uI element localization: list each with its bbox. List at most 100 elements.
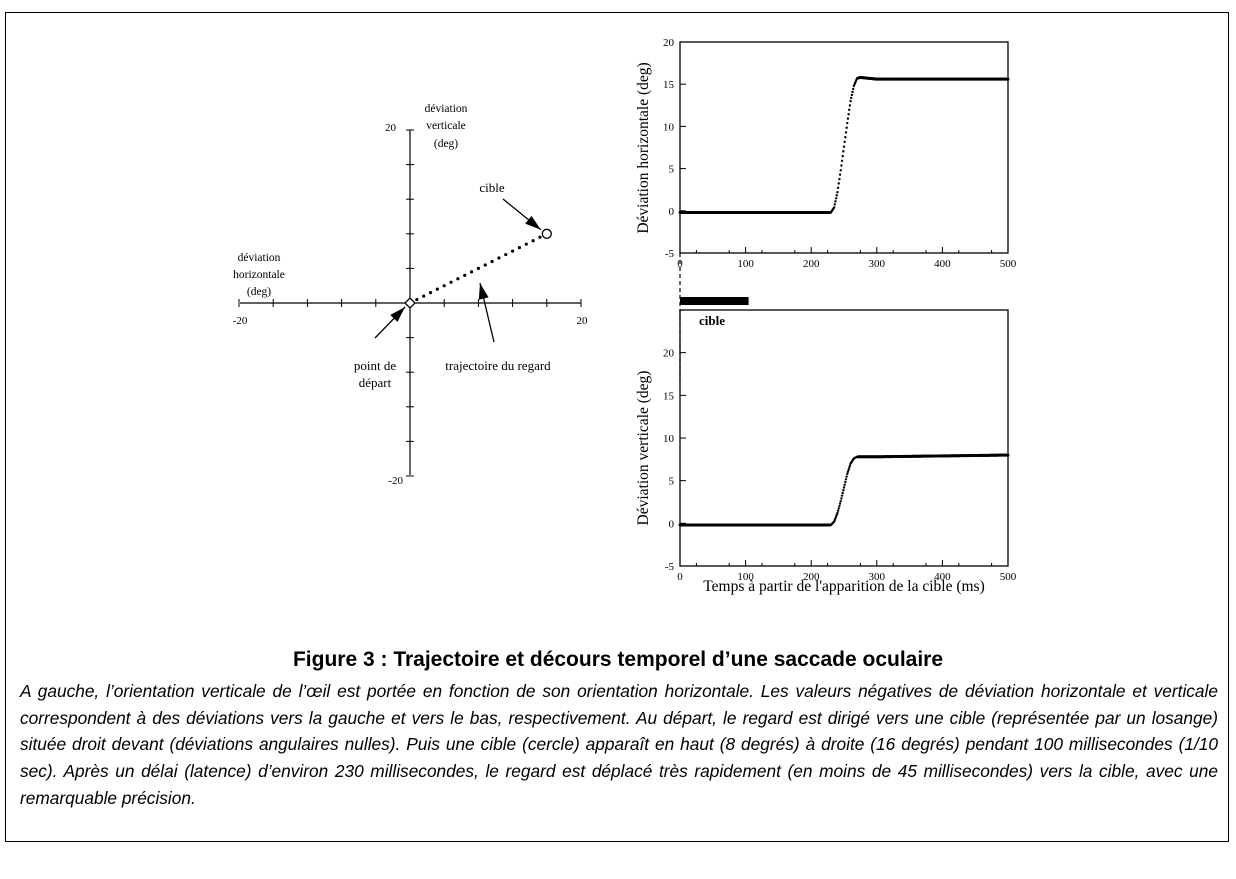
traj-ticks bbox=[238, 129, 582, 477]
time-sample bbox=[849, 99, 852, 103]
time-sample bbox=[1006, 453, 1010, 457]
x-tick-label: 400 bbox=[934, 571, 951, 583]
traj-point bbox=[531, 239, 535, 243]
time-sample bbox=[842, 145, 846, 148]
time-sample bbox=[841, 491, 844, 495]
arrow-trajectory-head bbox=[478, 283, 489, 300]
time-sample bbox=[850, 93, 854, 97]
x-tick-label: 300 bbox=[869, 571, 886, 583]
horiz-points bbox=[678, 75, 1010, 214]
time-sample bbox=[838, 502, 842, 505]
traj-point bbox=[449, 280, 453, 284]
stimulus-indicator: cible bbox=[679, 253, 749, 388]
time-sample bbox=[840, 494, 844, 497]
annotation-start-line2: départ bbox=[359, 375, 392, 390]
time-sample bbox=[840, 497, 843, 500]
traj-point bbox=[510, 249, 515, 253]
traj-point bbox=[517, 246, 522, 250]
time-sample bbox=[848, 466, 851, 469]
y-tick-label: 10 bbox=[663, 433, 675, 445]
figure-charts: -20 20 20 -20 déviation verticale (deg) … bbox=[233, 37, 1017, 595]
stimulus-label: cible bbox=[699, 313, 725, 328]
traj-xlabel-line2: horizontale bbox=[233, 269, 285, 281]
x-tick-label: 0 bbox=[677, 571, 683, 583]
x-tick-label: 200 bbox=[803, 571, 820, 583]
trajectory-plot: -20 20 20 -20 déviation verticale (deg) … bbox=[233, 103, 588, 487]
time-sample bbox=[839, 169, 842, 172]
annotation-start-line1: point de bbox=[354, 358, 396, 373]
traj-xlabel-line1: déviation bbox=[238, 252, 281, 264]
time-sample bbox=[842, 489, 845, 492]
horiz-ylabel: Déviation horizontale (deg) bbox=[635, 62, 652, 233]
figure-caption: A gauche, l’orientation verticale de l’œ… bbox=[20, 681, 1218, 808]
x-tick-label: 100 bbox=[737, 571, 754, 583]
time-sample bbox=[843, 483, 846, 486]
time-sample bbox=[836, 191, 839, 194]
time-sample bbox=[838, 504, 841, 508]
time-sample bbox=[838, 173, 842, 176]
traj-point bbox=[524, 242, 528, 246]
traj-ylabel-line3: (deg) bbox=[434, 138, 458, 150]
x-tick-label: 500 bbox=[1000, 258, 1017, 270]
x-tick-label: 500 bbox=[1000, 571, 1017, 583]
annotation-cible: cible bbox=[479, 180, 504, 195]
time-sample bbox=[847, 468, 850, 471]
time-sample bbox=[838, 177, 841, 181]
traj-point bbox=[497, 256, 501, 260]
traj-point bbox=[428, 291, 433, 295]
time-sample bbox=[836, 511, 839, 515]
time-sample bbox=[832, 206, 836, 209]
y-tick-label: 15 bbox=[663, 79, 675, 91]
traj-point bbox=[456, 277, 460, 281]
horiz-plot-frame bbox=[679, 41, 1009, 254]
x-tick-label: 300 bbox=[869, 258, 886, 270]
traj-point bbox=[504, 252, 508, 257]
time-sample bbox=[1006, 77, 1010, 81]
time-sample bbox=[834, 200, 837, 203]
traj-point bbox=[538, 235, 542, 239]
y-tick-label: 15 bbox=[663, 390, 675, 402]
time-sample bbox=[848, 108, 851, 112]
traj-point bbox=[442, 284, 446, 288]
traj-ylabel-line2: verticale bbox=[426, 120, 466, 132]
start-diamond bbox=[404, 297, 416, 309]
traj-point bbox=[415, 297, 419, 302]
y-tick-label: 5 bbox=[669, 164, 675, 176]
time-sample bbox=[837, 507, 840, 510]
time-sample bbox=[850, 96, 853, 100]
arrow-start-head bbox=[390, 307, 405, 322]
time-sample bbox=[848, 104, 852, 107]
vert-points bbox=[678, 453, 1010, 527]
time-sample bbox=[833, 203, 837, 206]
annotation-trajectory: trajectoire du regard bbox=[445, 358, 551, 373]
y-tick-label: 0 bbox=[669, 206, 675, 218]
y-tick-label: 10 bbox=[663, 121, 675, 133]
arrow-cible-head bbox=[525, 215, 541, 230]
traj-point bbox=[476, 266, 480, 270]
traj-points bbox=[408, 232, 549, 305]
x-tick-label: 400 bbox=[934, 258, 951, 270]
time-sample bbox=[847, 113, 850, 116]
traj-point bbox=[469, 270, 474, 274]
time-sample bbox=[842, 486, 846, 489]
traj-tick-ymax: 20 bbox=[385, 122, 397, 134]
y-tick-label: 20 bbox=[663, 348, 675, 360]
time-sample bbox=[848, 464, 852, 467]
vert-ylabel: Déviation verticale (deg) bbox=[635, 371, 652, 526]
y-tick-label: 0 bbox=[669, 518, 675, 530]
time-sample bbox=[837, 182, 840, 185]
time-sample bbox=[841, 154, 844, 158]
traj-tick-xmax: 20 bbox=[577, 315, 589, 327]
time-sample bbox=[844, 478, 848, 481]
x-tick-label: 100 bbox=[737, 258, 754, 270]
time-sample bbox=[845, 475, 848, 478]
time-sample bbox=[836, 509, 840, 512]
time-sample bbox=[840, 164, 843, 167]
traj-point bbox=[490, 259, 494, 264]
time-sample bbox=[846, 117, 850, 120]
x-tick-label: 200 bbox=[803, 258, 820, 270]
traj-point bbox=[463, 273, 467, 277]
